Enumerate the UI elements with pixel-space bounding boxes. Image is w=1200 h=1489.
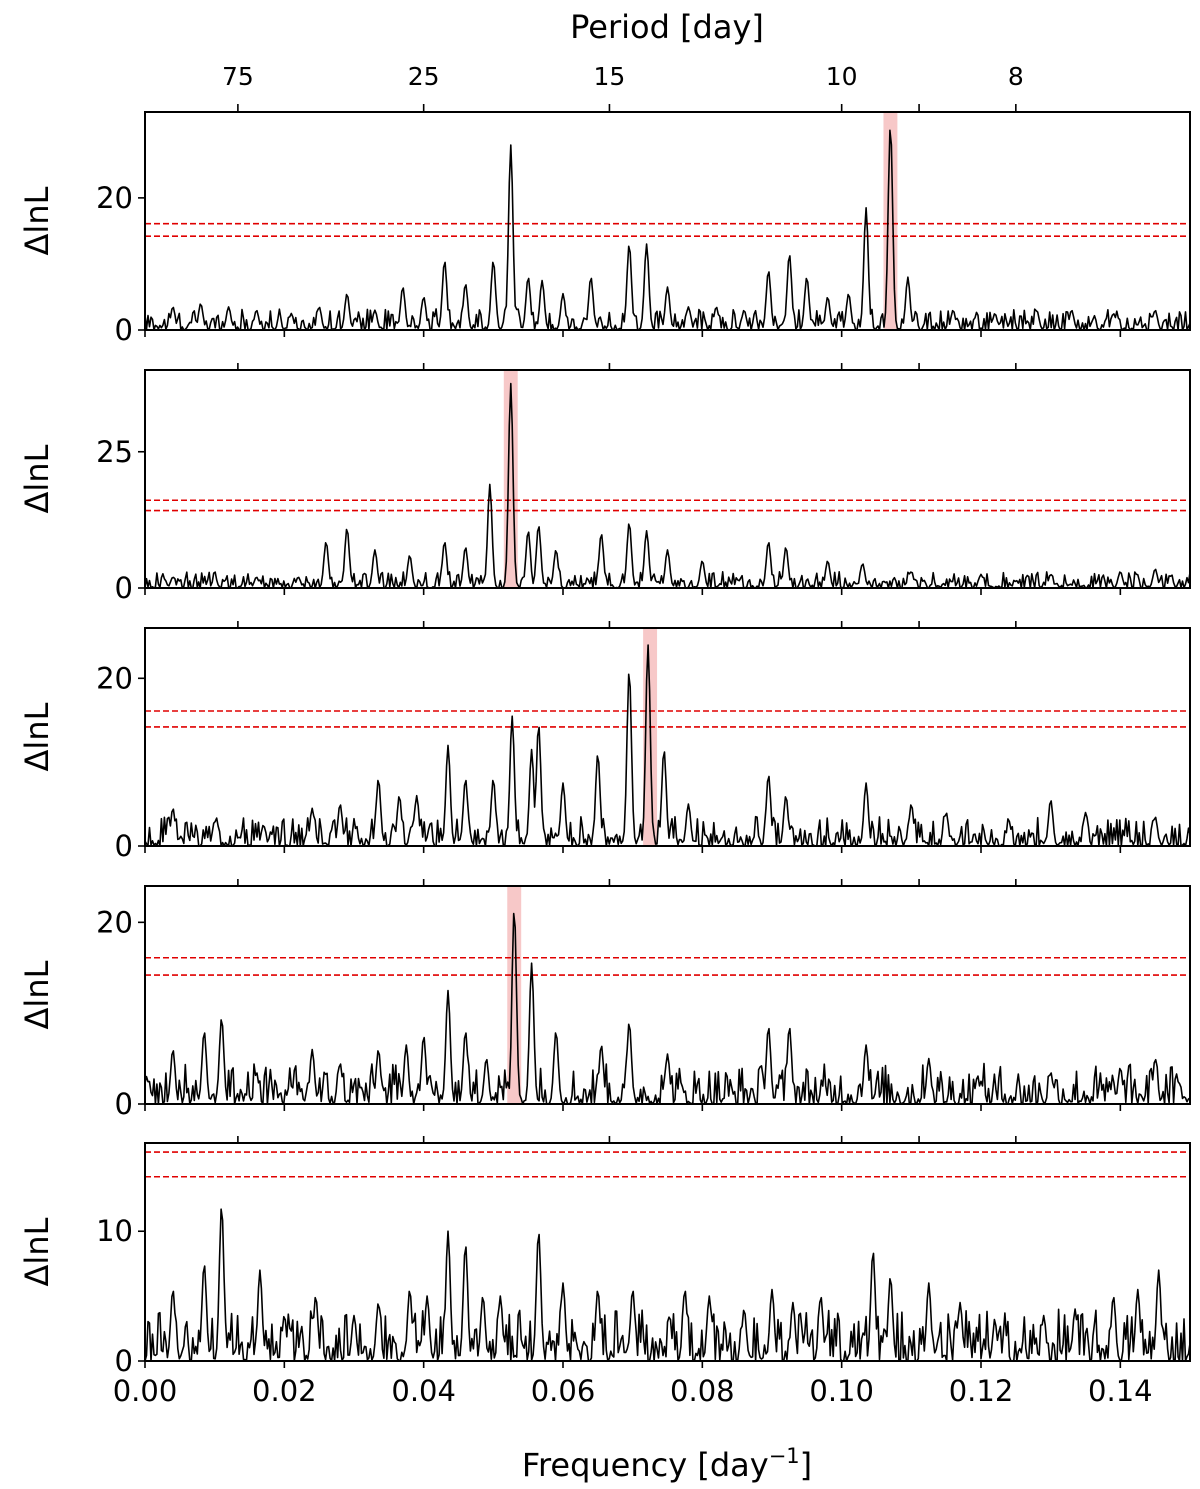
likelihood-series xyxy=(144,382,1191,589)
y-tick-label: 20 xyxy=(96,905,133,939)
panel-frame xyxy=(144,111,1191,331)
y-tick-label: 0 xyxy=(115,829,133,863)
panel-1: 0 20 ΔlnL xyxy=(18,111,1191,347)
period-tick-label: 25 xyxy=(408,62,440,91)
frequency-label-end: ] xyxy=(800,1446,812,1484)
period-tick-label: 8 xyxy=(1008,62,1024,91)
y-tick-label: 0 xyxy=(115,1087,133,1121)
panel-4: 0 20 ΔlnL xyxy=(18,879,1191,1121)
panel-frame xyxy=(144,627,1191,847)
top-period-ticks: 75 25 15 10 8 xyxy=(222,62,1024,112)
panel-frame xyxy=(144,1142,1191,1362)
frequency-tick-label: 0.04 xyxy=(391,1374,456,1408)
y-axis-label: ΔlnL xyxy=(18,1217,56,1286)
y-tick-label: 25 xyxy=(96,435,133,469)
frequency-tick-label: 0.10 xyxy=(809,1374,874,1408)
panel-frame xyxy=(144,369,1191,589)
panel-2: 0 25 ΔlnL xyxy=(18,363,1191,605)
period-tick-label: 10 xyxy=(826,62,858,91)
frequency-ticks: 0.00 0.02 0.04 0.06 0.08 0.10 0.12 0.14 xyxy=(113,1374,1153,1408)
frequency-tick-label: 0.14 xyxy=(1088,1374,1153,1408)
frequency-label-superscript: −1 xyxy=(769,1444,800,1468)
likelihood-series xyxy=(144,129,1191,331)
frequency-tick-label: 0.08 xyxy=(670,1374,735,1408)
bottom-axis-title: Frequency [day−1] xyxy=(522,1444,812,1484)
period-tick-label: 15 xyxy=(594,62,626,91)
panel-frame xyxy=(144,885,1191,1105)
likelihood-series xyxy=(144,1208,1191,1362)
frequency-tick-label: 0.02 xyxy=(252,1374,317,1408)
y-tick-label: 10 xyxy=(96,1214,133,1248)
frequency-tick-label: 0.12 xyxy=(949,1374,1014,1408)
frequency-tick-label: 0.00 xyxy=(113,1374,178,1408)
y-tick-label: 20 xyxy=(96,181,133,215)
y-axis-label: ΔlnL xyxy=(18,444,56,513)
likelihood-series xyxy=(144,644,1191,847)
y-axis-label: ΔlnL xyxy=(18,702,56,771)
period-tick-label: 75 xyxy=(222,62,254,91)
frequency-label-main: Frequency [day xyxy=(522,1446,769,1484)
panel-3: 0 20 ΔlnL xyxy=(18,621,1191,863)
y-axis-label: ΔlnL xyxy=(18,186,56,255)
y-tick-label: 20 xyxy=(96,661,133,695)
y-axis-label: ΔlnL xyxy=(18,960,56,1029)
y-tick-label: 0 xyxy=(115,571,133,605)
frequency-tick-label: 0.06 xyxy=(531,1374,596,1408)
y-tick-label: 0 xyxy=(115,313,133,347)
top-axis-title: Period [day] xyxy=(570,8,764,46)
periodogram-panels: 0 20 ΔlnL 0 25 ΔlnL 0 20 ΔlnL 0 20 ΔlnL 0 10 ΔlnL xyxy=(18,111,1191,1378)
panel-5: 0 10 ΔlnL xyxy=(18,1136,1191,1378)
y-tick-label: 0 xyxy=(115,1344,133,1378)
likelihood-series xyxy=(144,912,1191,1105)
